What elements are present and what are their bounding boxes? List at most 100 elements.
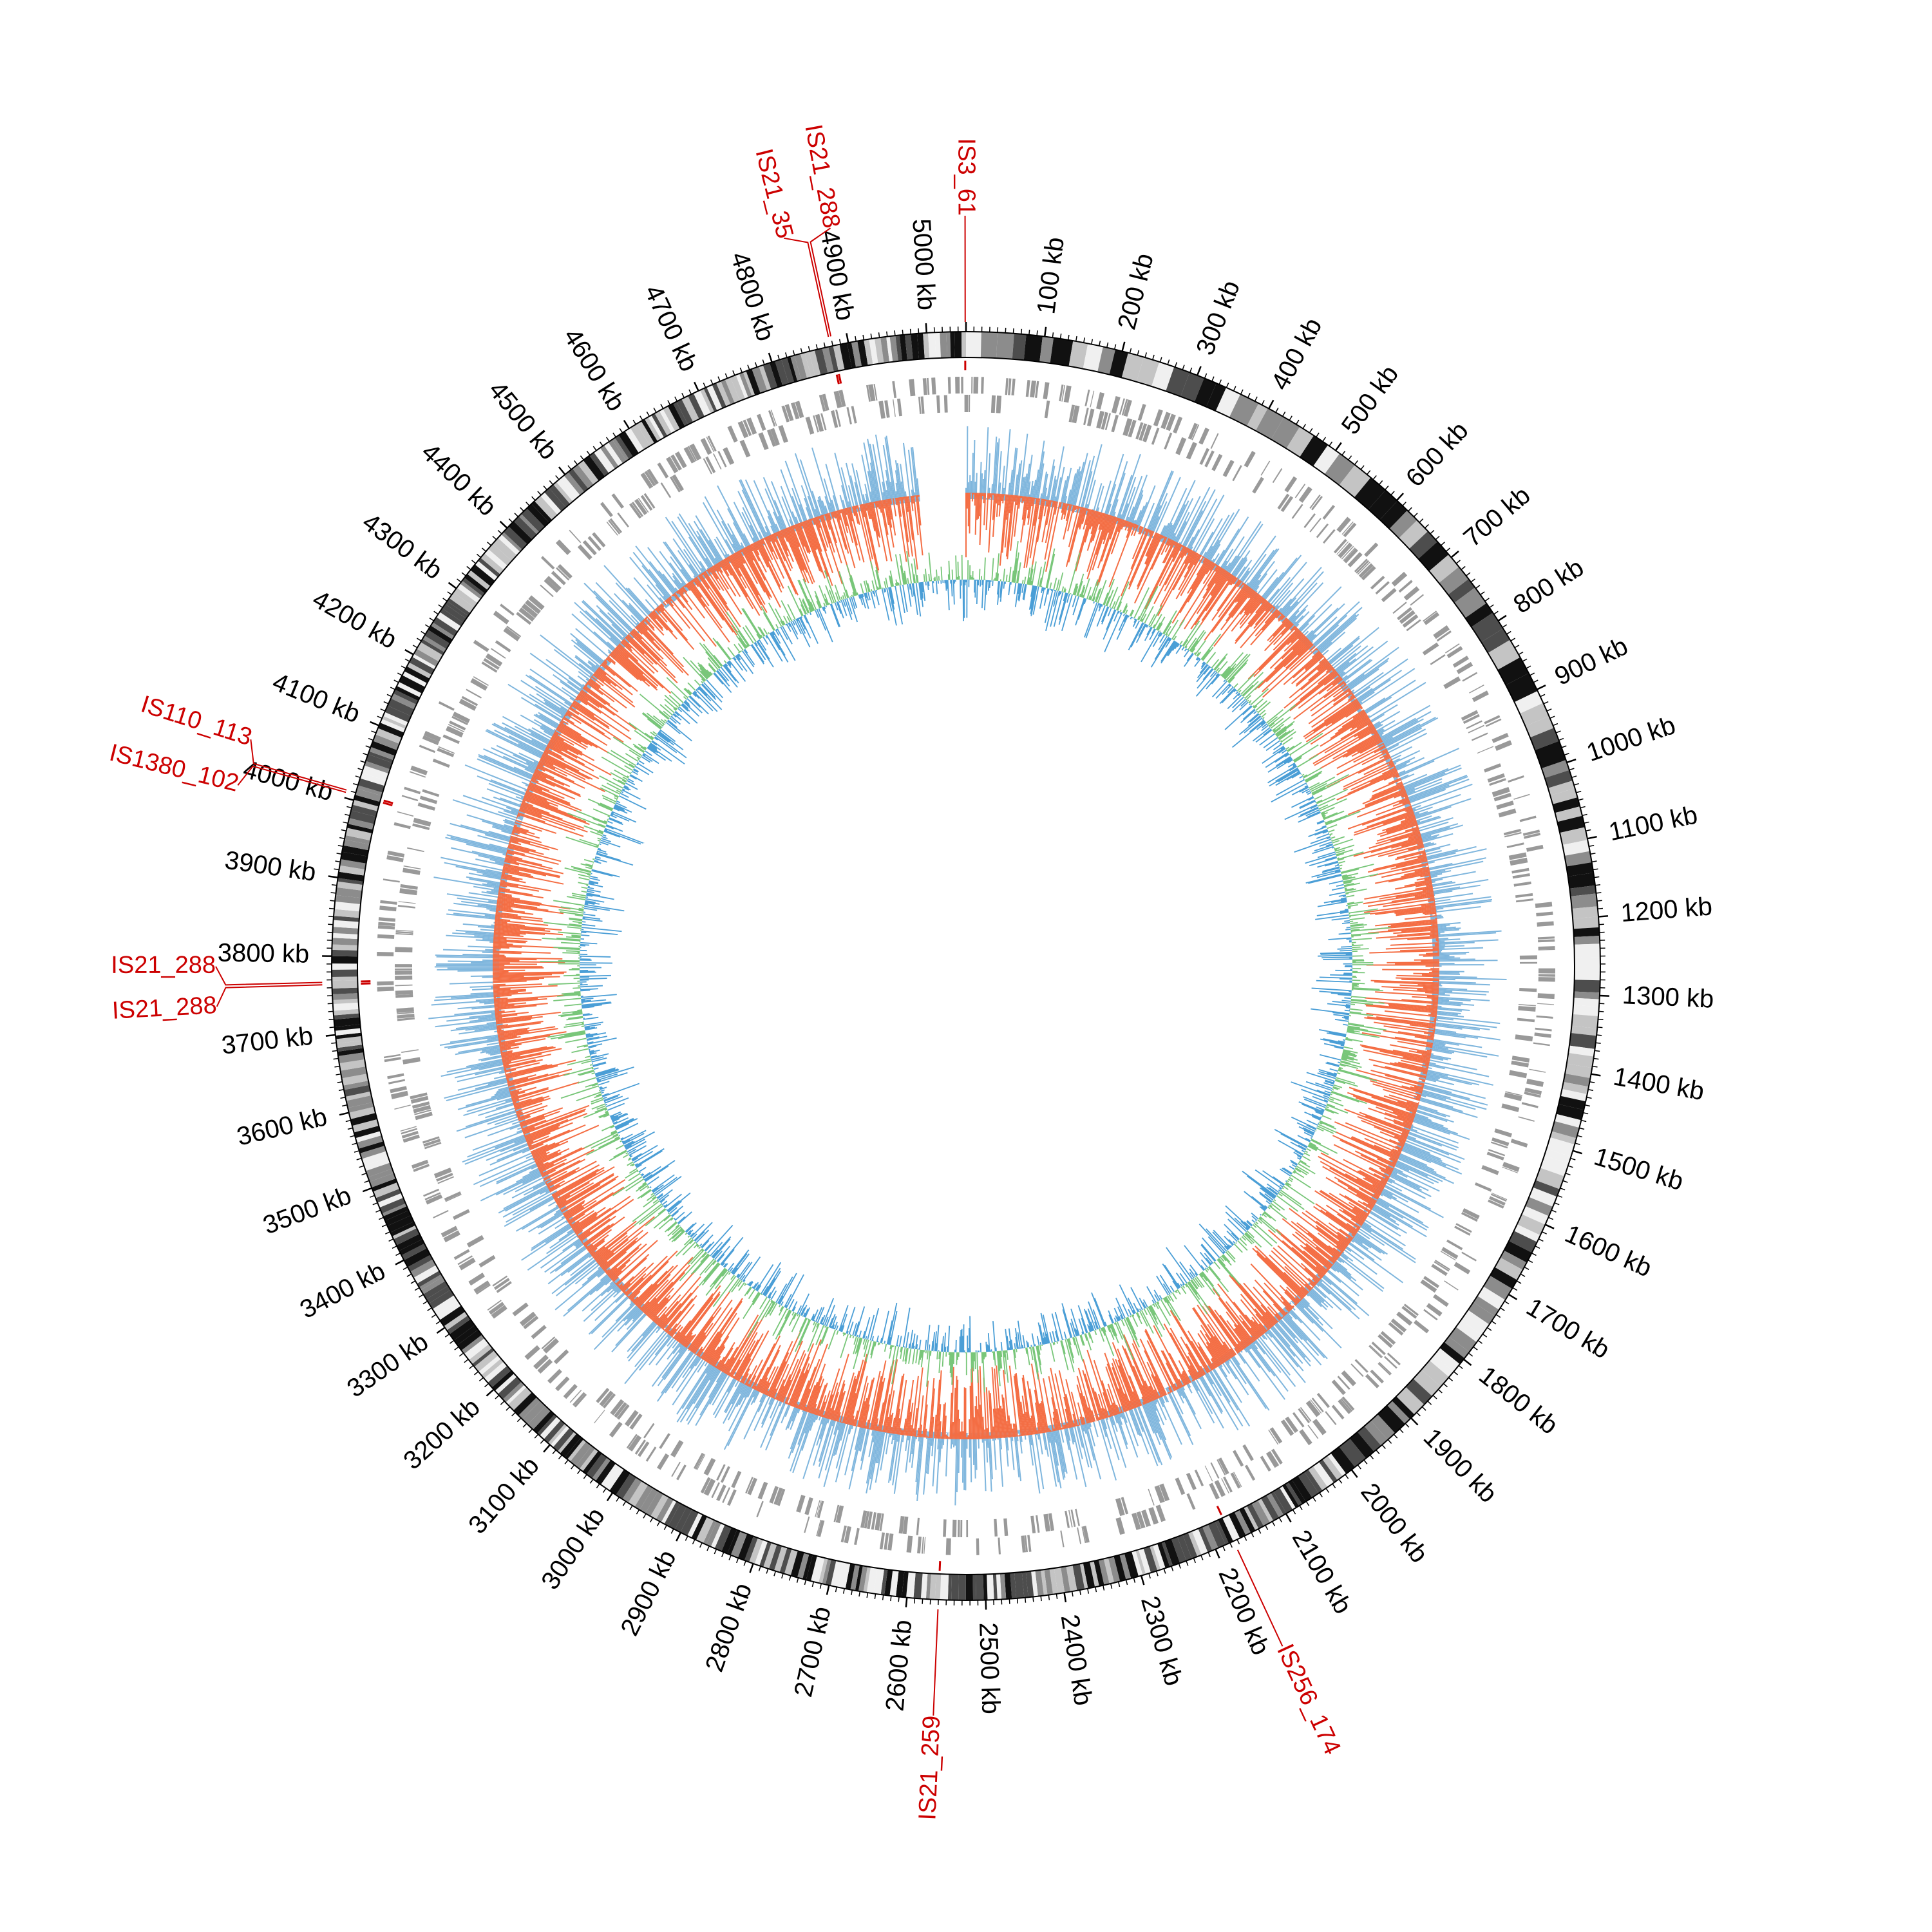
gene-tile [451, 715, 468, 726]
karyotype-band [667, 403, 685, 429]
skew-bar-negative [1215, 569, 1226, 584]
gene-tile [1277, 493, 1290, 510]
skew-bar-positive [1414, 823, 1459, 837]
skew-bar-positive [1097, 1414, 1099, 1416]
skew-bar-negative [789, 1356, 810, 1406]
skew-bar-negative [511, 1088, 549, 1101]
skew-bar-positive [1414, 1095, 1454, 1108]
skew-bar-negative [547, 1186, 551, 1189]
gene-tile [1518, 1003, 1536, 1007]
gene-tile [1068, 404, 1075, 422]
gene-tile [666, 456, 679, 473]
skew-bar-negative [1126, 522, 1133, 538]
skew-bar-negative [1348, 690, 1352, 694]
minor-tick [1125, 1579, 1128, 1586]
gene-tile [395, 929, 413, 932]
karyotype-band [800, 352, 811, 379]
skew-bar-negative [1142, 1401, 1145, 1405]
skew-bar-negative [769, 1361, 786, 1397]
gene-tile [703, 458, 713, 475]
karyotype-band [426, 1285, 451, 1303]
skew-bar-negative [1417, 855, 1427, 859]
gene-tile [1481, 1165, 1499, 1175]
skew-bar-positive [1404, 788, 1446, 806]
karyotype-band [565, 1437, 584, 1460]
skew-bar-negative [1303, 1246, 1331, 1269]
skew-bar-positive [583, 1283, 625, 1322]
minor-tick [583, 1474, 587, 1479]
skew-bar-negative [1376, 802, 1411, 816]
skew-bar-negative [1108, 1415, 1111, 1417]
skew-bar-positive [1349, 658, 1408, 701]
skew-bar-positive [1052, 446, 1065, 507]
skew-bar-positive [1417, 848, 1423, 851]
gene-tile [1217, 1459, 1226, 1475]
skew-bar-positive [1423, 860, 1484, 875]
karyotype-band [382, 1203, 407, 1217]
karyotype-band [1124, 1551, 1139, 1579]
minor-tick [331, 884, 337, 886]
gene-tile [1468, 724, 1484, 734]
karyotype-band [336, 1036, 363, 1044]
skew-bar-positive [1423, 1058, 1477, 1070]
skew-bar-positive [1200, 515, 1230, 564]
karyotype-band [464, 574, 488, 594]
minor-tick [364, 1180, 370, 1183]
skew-bar-positive [709, 1368, 731, 1405]
skew-bar-negative [1388, 1005, 1437, 1011]
gene-tile [1096, 392, 1104, 410]
karyotype-band [507, 1387, 532, 1411]
skew-bar-negative [1353, 1206, 1368, 1217]
minor-tick [1338, 1479, 1343, 1484]
skew-bar-negative [1187, 561, 1213, 603]
skew-bar-negative [1020, 1401, 1026, 1436]
gene-tile [1142, 424, 1152, 442]
karyotype-band [332, 987, 358, 994]
gene-tile [1370, 575, 1385, 590]
skew-bar-negative [1218, 1298, 1254, 1343]
karyotype-band [1379, 500, 1408, 529]
gene-tile [399, 888, 418, 896]
gene-tile [1477, 746, 1494, 754]
skew-bar-negative [1287, 1311, 1289, 1313]
gene-tile [1441, 1247, 1459, 1260]
skew-bar-negative [521, 1119, 547, 1130]
skew-bar-negative [1206, 1341, 1222, 1365]
karyotype-band [743, 371, 755, 397]
gene-tile [506, 625, 522, 638]
skew-bar-positive [1370, 1197, 1428, 1231]
skew-bar-negative [1358, 728, 1376, 739]
karyotype-band [857, 339, 868, 366]
karyotype-band [1132, 1550, 1143, 1577]
karyotype-band [1551, 1121, 1580, 1139]
karyotype-band [940, 1574, 949, 1600]
gene-tile [1164, 432, 1173, 450]
skew-bar-positive [502, 1188, 556, 1218]
skew-bar-negative [1360, 1075, 1423, 1094]
minor-tick [724, 373, 728, 379]
karyotype-band [1161, 1541, 1173, 1567]
skew-bar-negative [1023, 497, 1029, 526]
skew-bar-negative [1388, 1094, 1419, 1105]
gene-tile [878, 401, 886, 419]
skew-bar-negative [1181, 545, 1184, 547]
minor-tick [328, 1018, 334, 1021]
skew-bar-negative [1372, 782, 1403, 797]
karyotype-band [589, 452, 609, 477]
minor-tick [345, 813, 350, 817]
skew-bar-negative [1186, 1343, 1205, 1376]
gene-tile [660, 482, 672, 498]
skew-bar-negative [702, 1300, 743, 1360]
minor-tick [520, 507, 524, 512]
skew-bar-negative [764, 1366, 779, 1395]
karyotype-band [337, 878, 364, 885]
minor-tick [1554, 1202, 1560, 1206]
minor-tick [599, 441, 603, 446]
skew-bar-negative [1310, 709, 1365, 745]
gene-tile [1387, 1352, 1401, 1366]
minor-tick [526, 502, 530, 506]
skew-bar-negative [1269, 620, 1291, 643]
skew-bar-positive [1312, 1277, 1360, 1320]
skew-bar-negative [1400, 817, 1416, 824]
gene-tile [1430, 654, 1446, 665]
